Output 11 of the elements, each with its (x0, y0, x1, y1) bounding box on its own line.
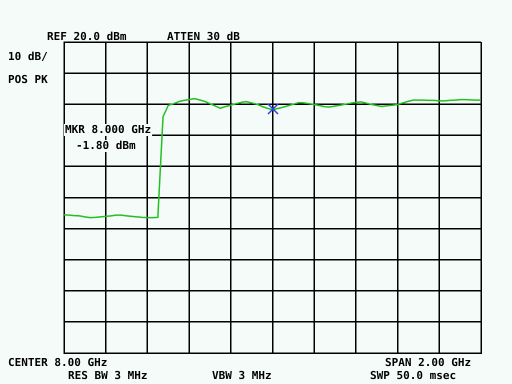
text: VBW 3 MHz (212, 368, 272, 382)
text: SWP 50.0 msec (370, 368, 456, 382)
text: REF 20.0 dBm (47, 30, 127, 43)
text: CENTER 8.00 GHz (8, 356, 108, 369)
text: ATTEN 30 dB (167, 30, 240, 43)
text: SPAN 2.00 GHz (385, 356, 472, 369)
text: POS PK (8, 72, 48, 86)
text: RES BW 3 MHz (68, 368, 148, 382)
text: 10 dB/ (8, 50, 48, 63)
annotation: -1.80 dBm (76, 138, 136, 152)
annotation: MKR 8.000 GHz (65, 122, 152, 136)
